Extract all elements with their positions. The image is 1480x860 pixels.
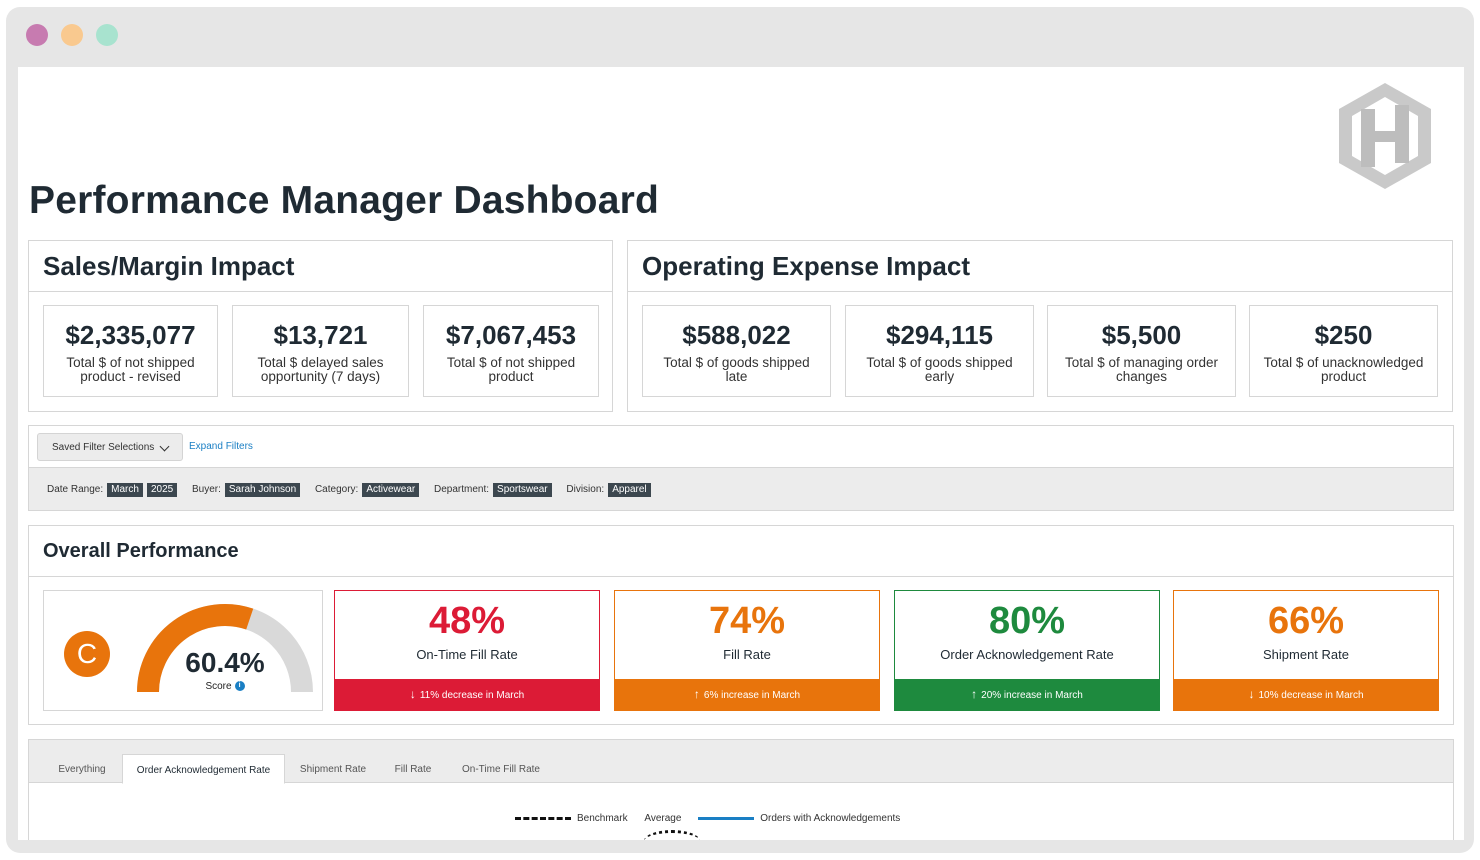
overall-performance-title: Overall Performance <box>43 540 239 562</box>
gauge-fill <box>137 604 254 693</box>
metric-trend: ↓ 11% decrease in March <box>335 679 599 710</box>
close-window-button[interactable] <box>26 24 48 46</box>
filter-toolbar: Saved Filter Selections Expand Filters <box>29 426 1453 468</box>
tab-shipment-rate[interactable]: Shipment Rate <box>299 764 367 775</box>
score-caption: Score i <box>136 681 314 692</box>
filter-chip-division[interactable]: Apparel <box>608 483 651 497</box>
minimize-window-button[interactable] <box>61 24 83 46</box>
info-icon[interactable]: i <box>234 681 245 692</box>
metric-trend: ↓ 10% decrease in March <box>1174 679 1438 710</box>
chart-legend: Benchmark Average Orders with Acknowledg… <box>515 813 914 833</box>
metric-card-shipment-rate[interactable]: 66% Shipment Rate ↓ 10% decrease in March <box>1173 590 1439 711</box>
tab-everything[interactable]: Everything <box>58 764 106 775</box>
legend-benchmark-label: Benchmark <box>577 813 628 824</box>
active-filters: Date Range: March 2025 Buyer: Sarah Johnson… <box>29 468 1453 510</box>
arrow-up-icon: ↑ <box>693 687 700 701</box>
kpi-card: $588,022 Total $ of goods shipped late <box>642 305 831 397</box>
kpi-card: $5,500 Total $ of managing order changes <box>1047 305 1236 397</box>
arrow-down-icon: ↓ <box>1248 687 1255 701</box>
date-range-label: Date Range: <box>47 484 104 495</box>
kpi-value: $5,500 <box>1101 320 1182 350</box>
division-label: Division: <box>566 484 605 495</box>
kpi-label: Total $ of goods shipped early <box>866 355 1013 384</box>
saved-filter-selections-dropdown[interactable]: Saved Filter Selections <box>37 433 183 461</box>
legend-series[interactable]: Orders with Acknowledgements <box>698 813 900 824</box>
grade-badge: C <box>64 631 110 677</box>
kpi-label: Total $ of not shipped product - revised <box>66 355 195 384</box>
legend-average-label: Average <box>644 813 682 824</box>
filter-chip-category[interactable]: Activewear <box>362 483 420 497</box>
kpi-card: $250 Total $ of unacknowledged product <box>1249 305 1438 397</box>
arrow-down-icon: ↓ <box>409 687 416 701</box>
metric-trend-text: 11% decrease in March <box>419 690 525 701</box>
sales-margin-title: Sales/Margin Impact <box>43 251 295 281</box>
score-gauge <box>137 604 313 693</box>
kpi-label: Total $ delayed sales opportunity (7 day… <box>257 355 384 384</box>
filter-bar: Saved Filter Selections Expand Filters D… <box>28 425 1454 511</box>
department-label: Department: <box>434 484 490 495</box>
metric-card-order-acknowledgement-rate[interactable]: 80% Order Acknowledgement Rate ↑ 20% incr… <box>894 590 1160 711</box>
tab-fill-rate[interactable]: Fill Rate <box>394 764 432 775</box>
kpi-card: $2,335,077 Total $ of not shipped produc… <box>43 305 218 397</box>
tab-order-acknowledgement-rate[interactable]: Order Acknowledgement Rate <box>122 754 285 784</box>
arrow-up-icon: ↑ <box>971 687 978 701</box>
kpi-card: $7,067,453 Total $ of not shipped produc… <box>423 305 599 397</box>
tab-on-time-fill-rate[interactable]: On-Time Fill Rate <box>462 764 540 775</box>
kpi-value: $588,022 <box>682 320 791 350</box>
kpi-value: $294,115 <box>885 320 993 350</box>
kpi-label: Total $ of managing order changes <box>1064 355 1219 384</box>
metric-value: 74% <box>708 600 786 642</box>
metric-trend-text: 6% increase in March <box>703 690 801 701</box>
operating-expense-title: Operating Expense Impact <box>642 251 970 281</box>
kpi-card: $13,721 Total $ delayed sales opportunit… <box>232 305 409 397</box>
buyer-label: Buyer: <box>191 484 221 495</box>
page-title: Performance Manager Dashboard <box>29 179 659 222</box>
chevron-down-icon <box>159 441 170 452</box>
saved-filter-label: Saved Filter Selections <box>52 442 155 453</box>
trend-chart-panel: Everything Order Acknowledgement Rate Sh… <box>28 739 1454 840</box>
kpi-label: Total $ of unacknowledged product <box>1263 355 1424 384</box>
tab-bar: Everything Order Acknowledgement Rate Sh… <box>29 740 1453 784</box>
metric-value: 48% <box>428 600 506 642</box>
expand-filters-link[interactable]: Expand Filters <box>189 441 253 452</box>
score-value: 60.4% <box>185 647 265 678</box>
category-label: Category: <box>314 484 359 495</box>
company-logo <box>1339 83 1431 189</box>
maximize-window-button[interactable] <box>96 24 118 46</box>
metric-trend: ↑ 20% increase in March <box>895 679 1159 710</box>
legend-series-label: Orders with Acknowledgements <box>760 813 901 824</box>
metric-value: 80% <box>988 600 1066 642</box>
dashboard-page: Performance Manager Dashboard Sales/Marg… <box>18 67 1464 840</box>
metric-card-on-time-fill-rate[interactable]: 48% On-Time Fill Rate ↓ 11% decrease in M… <box>334 590 600 711</box>
score-label: Score <box>205 681 232 692</box>
kpi-value: $2,335,077 <box>65 320 196 350</box>
score-card: C 60.4% Score i <box>43 590 323 711</box>
kpi-value: $7,067,453 <box>445 320 577 350</box>
filter-chip-date-year[interactable]: 2025 <box>146 483 178 497</box>
metric-value: 66% <box>1267 600 1345 642</box>
legend-average[interactable]: Average <box>644 813 701 833</box>
kpi-label: Total $ of goods shipped late <box>663 355 810 384</box>
metric-label: Fill Rate <box>723 647 771 662</box>
metric-label: On-Time Fill Rate <box>416 647 518 662</box>
kpi-value: $250 <box>1314 320 1373 350</box>
metric-trend-text: 10% decrease in March <box>1258 690 1364 701</box>
metric-label: Shipment Rate <box>1263 647 1349 662</box>
metric-trend-text: 20% increase in March <box>981 690 1083 701</box>
kpi-value: $13,721 <box>273 320 368 350</box>
metric-label: Order Acknowledgement Rate <box>940 647 1114 662</box>
operating-expense-panel: Operating Expense Impact $588,022 Total … <box>627 240 1453 412</box>
metric-trend: ↑ 6% increase in March <box>615 679 879 710</box>
sales-margin-panel: Sales/Margin Impact $2,335,077 Total $ o… <box>28 240 613 412</box>
filter-chip-department[interactable]: Sportswear <box>493 483 552 497</box>
kpi-card: $294,115 Total $ of goods shipped early <box>845 305 1034 397</box>
kpi-label: Total $ of not shipped product <box>446 355 576 384</box>
filter-chip-buyer[interactable]: Sarah Johnson <box>224 483 301 497</box>
metric-card-fill-rate[interactable]: 74% Fill Rate ↑ 6% increase in March <box>614 590 880 711</box>
overall-performance-panel: Overall Performance C 60.4% Score i 48% O… <box>28 525 1454 725</box>
filter-chip-date-month[interactable]: March <box>107 483 143 497</box>
legend-benchmark[interactable]: Benchmark <box>515 813 628 824</box>
